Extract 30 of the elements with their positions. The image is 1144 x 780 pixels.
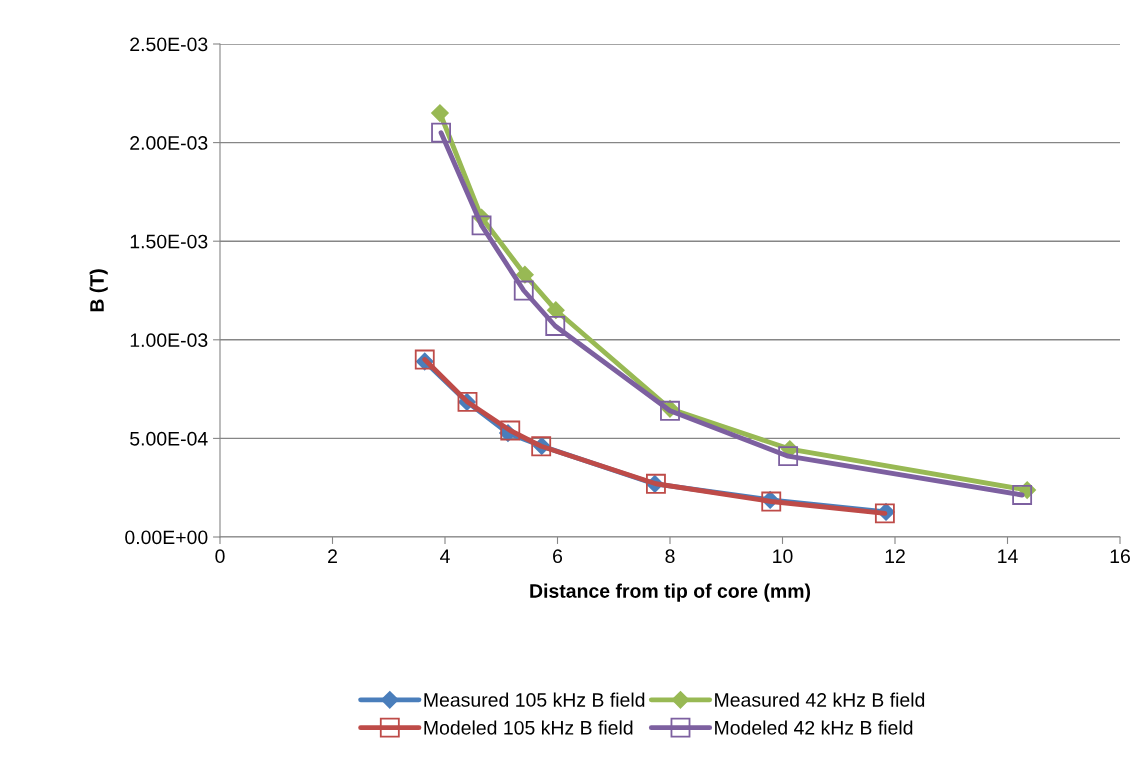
point — [545, 316, 566, 336]
x-tick-label: 10 — [773, 549, 793, 564]
point — [778, 446, 799, 467]
x-tick-label: 2 — [328, 549, 337, 563]
legend-label: Modeled 105 kHz B field — [424, 720, 633, 735]
x-tick-label: 0 — [215, 549, 225, 564]
legend-label: Measured 42 kHz B field — [715, 692, 925, 707]
point — [1012, 485, 1033, 505]
legend-label: Measured 105 kHz B field — [424, 692, 645, 707]
x-tick-label: 4 — [440, 549, 450, 563]
y-tick-label: 1.00E-03 — [130, 333, 208, 348]
y-axis-title: B (T) — [89, 269, 108, 312]
point — [431, 122, 451, 143]
x-tick-label: 6 — [553, 549, 563, 564]
x-tick-label: 8 — [665, 549, 675, 564]
point — [431, 104, 449, 122]
x-tick-label: 12 — [885, 549, 905, 563]
x-tick-label: 16 — [1110, 549, 1130, 564]
x-axis-title: Distance from tip of core (mm) — [530, 583, 811, 602]
y-tick-label: 5.00E-04 — [130, 431, 208, 446]
legend-label: Modeled 42 kHz B field — [715, 720, 913, 735]
y-tick-label: 0.00E+00 — [125, 530, 208, 545]
point — [513, 280, 534, 301]
y-tick-label: 2.00E-03 — [130, 136, 208, 150]
y-tick-label: 1.50E-03 — [130, 234, 208, 249]
y-tick-label: 2.50E-03 — [130, 37, 208, 52]
point — [516, 265, 534, 284]
point — [471, 215, 492, 236]
x-tick-label: 14 — [998, 549, 1018, 563]
point — [547, 301, 565, 319]
